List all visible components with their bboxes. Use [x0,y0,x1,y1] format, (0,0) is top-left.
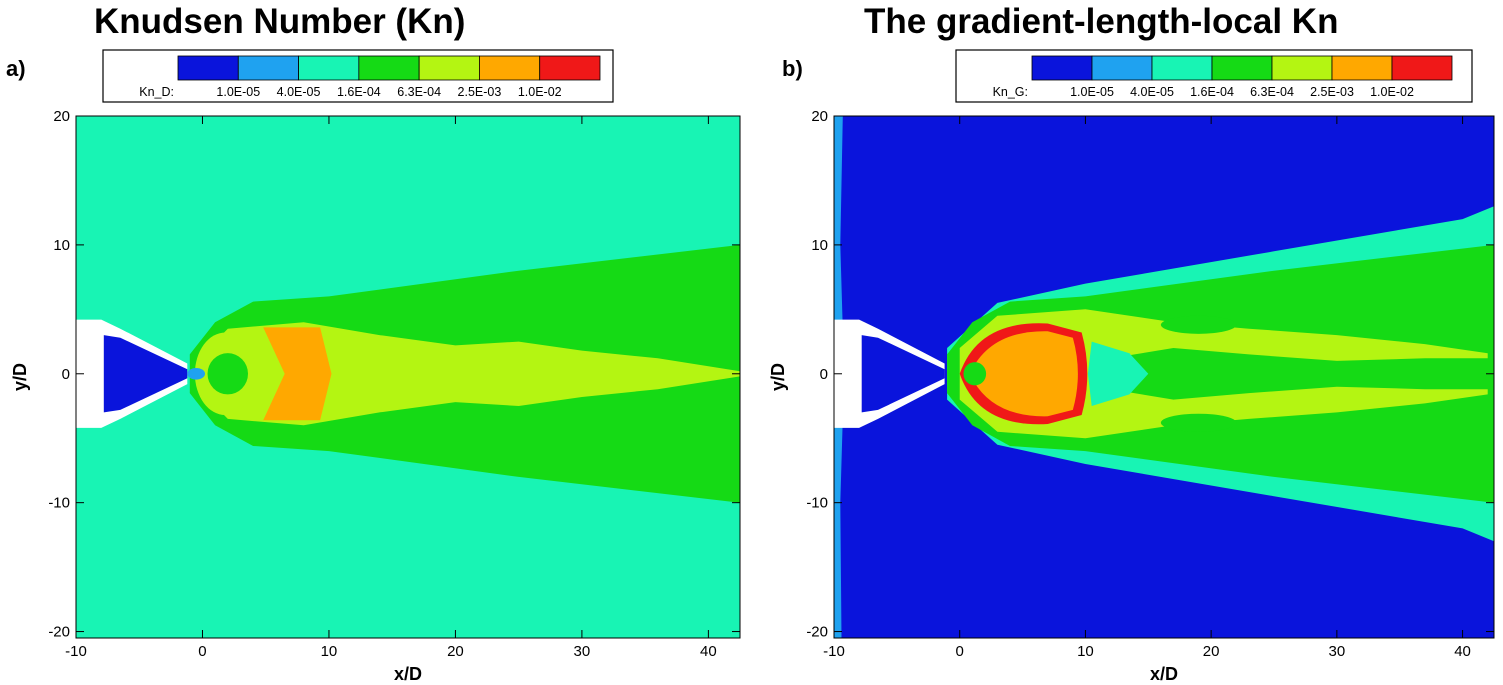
y-tick-label: -10 [806,495,828,512]
x-tick-label: 0 [956,643,964,660]
x-tick-label: 30 [1329,643,1346,660]
x-tick-label: 20 [1203,643,1220,660]
legend-label: 1.0E-02 [1370,85,1414,99]
x-tick-label: 40 [1454,643,1471,660]
legend-swatch [1151,55,1213,81]
shock-band-region [263,327,332,421]
y-tick-label: -20 [48,624,70,641]
legend-label: 1.0E-05 [1070,85,1114,99]
mach-disk-region [207,353,249,395]
legend-label: 6.3E-04 [397,85,441,99]
plot-frame [833,115,1495,639]
legend-swatch [298,55,360,81]
y-tick-label: 10 [811,237,828,254]
y-axis-label: y/D [10,363,30,391]
y-tick-label: 0 [820,366,828,383]
x-tick-label: 20 [447,643,464,660]
legend-swatch [418,55,480,81]
legend-variable: Kn_D: [139,85,174,99]
throat-core-region [963,362,987,386]
nozzle-interior [103,335,188,413]
x-axis-label: x/D [394,664,422,684]
legend-swatch [1091,55,1153,81]
y-tick-label: -10 [48,495,70,512]
legend-label: 1.6E-04 [337,85,381,99]
legend-label: 2.5E-03 [458,85,502,99]
legend-label: 1.6E-04 [1190,85,1234,99]
panel-a: Knudsen Number (Kn) a) -10 0 10 20 30 40 -20 -1… [0,0,751,685]
legend-swatch [1391,55,1453,81]
panel-b: The gradient-length-local Kn b) -10 0 10 20… [752,0,1503,685]
legend-swatch [539,55,601,81]
legend-swatch [1211,55,1273,81]
subsonic-region [1087,341,1149,406]
plot-area [834,116,1494,638]
x-tick-label: -10 [65,643,87,660]
panel-letter: b) [782,56,803,81]
chart-title: Knudsen Number (Kn) [94,2,466,41]
y-tick-label: 20 [53,108,70,125]
x-tick-label: 10 [321,643,338,660]
legend-label: 6.3E-04 [1250,85,1294,99]
throat-region [187,367,206,380]
x-tick-label: 0 [198,643,206,660]
plot-frame [75,115,741,639]
y-tick-label: 10 [53,237,70,254]
shock-cell-region [969,331,1078,417]
legend-label: 2.5E-03 [1310,85,1354,99]
legend-swatch [177,55,239,81]
nozzle-interior [861,335,945,413]
jet-outer-region [947,244,1494,503]
legend-swatch [358,55,420,81]
legend-swatch [1331,55,1393,81]
x-tick-label: 40 [700,643,717,660]
contour-plot-b: -10 0 10 20 30 40 -20 -10 0 10 20 x/D y/D Kn_G: 1.0E-0… [768,49,1495,684]
legend-label: 1.0E-05 [216,85,260,99]
x-tick-label: 30 [574,643,591,660]
legend-label: 4.0E-05 [277,85,321,99]
x-tick-label: 10 [1077,643,1094,660]
legend-swatch [237,55,299,81]
chart-title: The gradient-length-local Kn [864,2,1339,41]
legend-swatch [1271,55,1333,81]
plot-area [76,116,740,638]
y-tick-label: -20 [806,624,828,641]
legend-variable: Kn_G: [993,85,1028,99]
legend-label: 4.0E-05 [1130,85,1174,99]
jet-core-region [202,322,740,426]
y-tick-label: 20 [811,108,828,125]
y-tick-label: 0 [62,366,70,383]
x-tick-label: -10 [823,643,845,660]
legend-swatch [479,55,541,81]
legend-label: 1.0E-02 [518,85,562,99]
panel-letter: a) [6,56,26,81]
vortex-region [1160,413,1237,432]
y-axis-label: y/D [768,363,788,391]
vortex-region [1160,315,1237,334]
contour-plot-a: -10 0 10 20 30 40 -20 -10 0 10 20 x/D y/D Kn_D: 1.0E-0… [10,49,741,684]
x-axis-label: x/D [1150,664,1178,684]
legend-swatch [1031,55,1093,81]
